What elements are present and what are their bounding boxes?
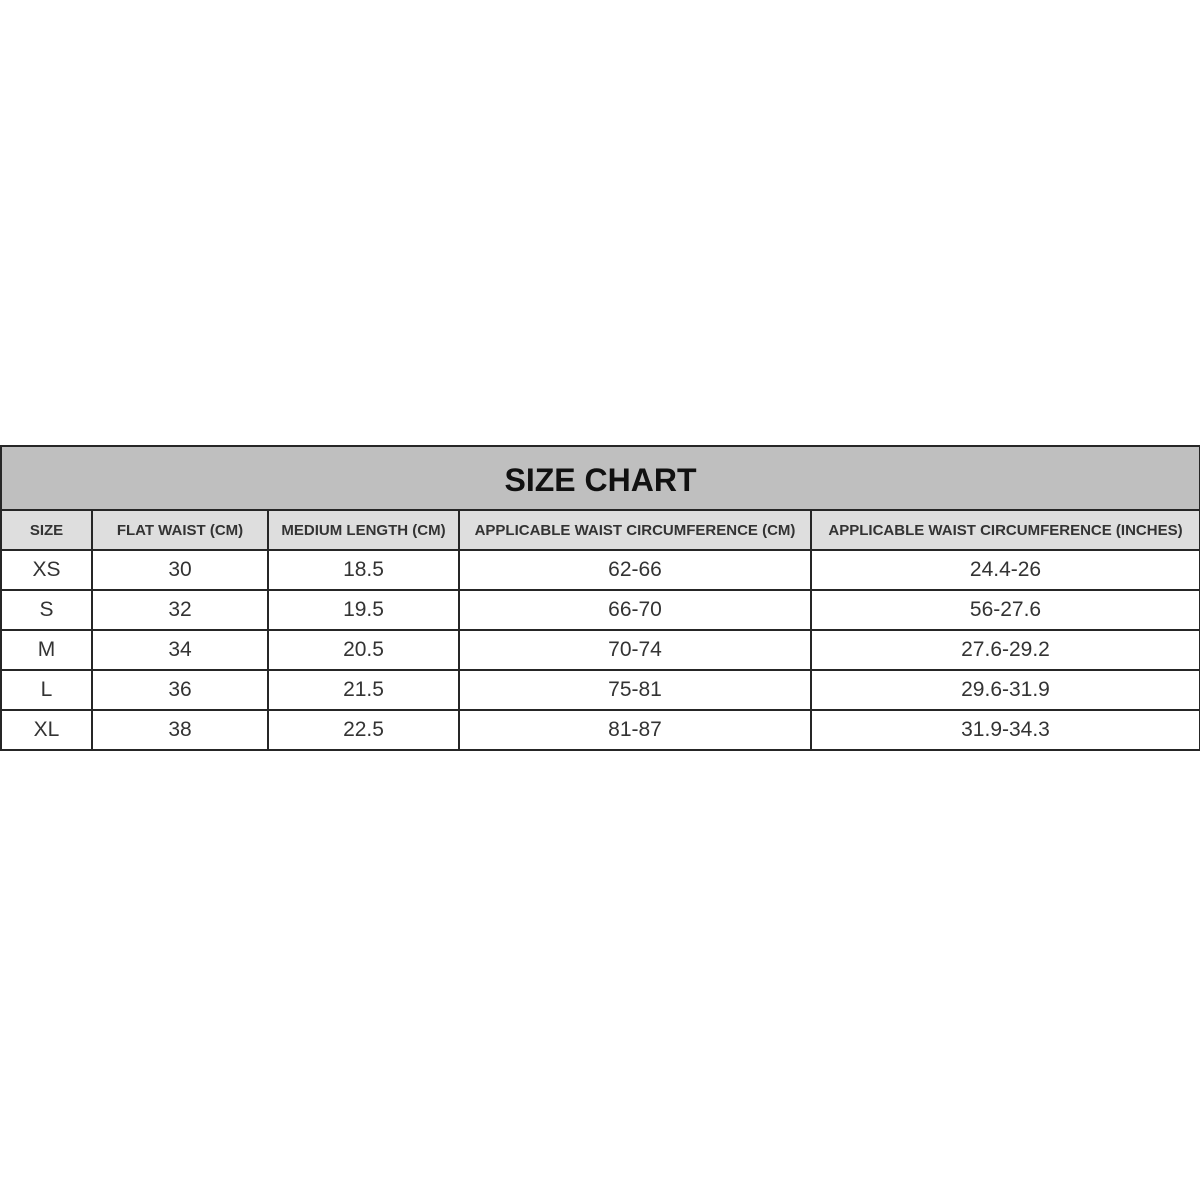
title-row: SIZE CHART [0,445,1200,511]
table-cell: 56-27.6 [809,589,1200,631]
column-header: MEDIUM LENGTH (CM) [267,509,460,551]
table-cell: 34 [91,629,269,671]
table-cell: M [0,629,93,671]
table-cell: XL [0,709,93,751]
table-cell: 21.5 [267,669,460,711]
table-cell: 75-81 [458,669,812,711]
column-header: FLAT WAIST (CM) [91,509,269,551]
table-cell: S [0,589,93,631]
table-row: XS 30 18.5 62-66 24.4-26 [0,549,1200,591]
table-row: M 34 20.5 70-74 27.6-29.2 [0,629,1200,671]
table-cell: L [0,669,93,711]
table-cell: 19.5 [267,589,460,631]
table-cell: 81-87 [458,709,812,751]
column-header: APPLICABLE WAIST CIRCUMFERENCE (INCHES) [809,509,1200,551]
table-row: XL 38 22.5 81-87 31.9-34.3 [0,709,1200,751]
table-cell: 36 [91,669,269,711]
size-chart-table: SIZE CHART SIZE FLAT WAIST (CM) MEDIUM L… [0,445,1200,751]
table-cell: XS [0,549,93,591]
table-cell: 22.5 [267,709,460,751]
table-cell: 70-74 [458,629,812,671]
table-cell: 29.6-31.9 [809,669,1200,711]
header-row: SIZE FLAT WAIST (CM) MEDIUM LENGTH (CM) … [0,509,1200,551]
column-header: APPLICABLE WAIST CIRCUMFERENCE (CM) [458,509,812,551]
table-row: S 32 19.5 66-70 56-27.6 [0,589,1200,631]
table-cell: 38 [91,709,269,751]
table-cell: 31.9-34.3 [809,709,1200,751]
table-cell: 27.6-29.2 [809,629,1200,671]
table-cell: 20.5 [267,629,460,671]
table-cell: 30 [91,549,269,591]
table-title: SIZE CHART [0,445,1200,511]
table-row: L 36 21.5 75-81 29.6-31.9 [0,669,1200,711]
table-cell: 18.5 [267,549,460,591]
column-header: SIZE [0,509,93,551]
table-cell: 62-66 [458,549,812,591]
table-cell: 24.4-26 [809,549,1200,591]
table-cell: 66-70 [458,589,812,631]
table-cell: 32 [91,589,269,631]
